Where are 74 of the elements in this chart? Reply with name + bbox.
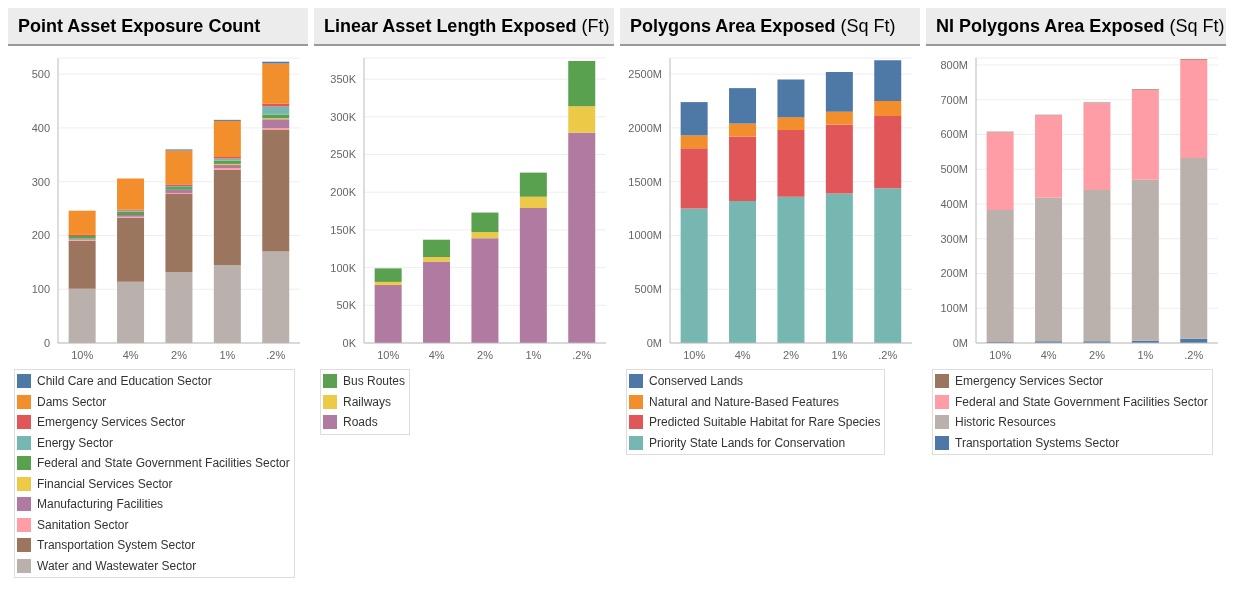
x-tick-label: 4% <box>1040 348 1057 361</box>
legend-label: Dams Sector <box>36 393 108 411</box>
y-tick-label: 1500M <box>628 175 662 188</box>
y-tick-label: 400 <box>31 121 50 134</box>
chart-title: Polygons Area Exposed (Sq Ft) <box>630 15 896 36</box>
legend-label: Transportation System Sector <box>36 537 197 555</box>
x-tick-label: 10% <box>989 348 1012 361</box>
legend-label: Federal and State Government Facilities Sector <box>954 393 1208 411</box>
legend-label: Emergency Services Sector <box>36 414 187 432</box>
y-tick-label: 50K <box>336 299 357 312</box>
y-tick-label: 300M <box>940 232 968 245</box>
x-tick-label: .2% <box>266 348 286 361</box>
legend-label: Predicted Suitable Habitat for Rare Species <box>648 414 881 432</box>
x-tick-label: 4% <box>428 348 445 361</box>
x-tick-label: 2% <box>477 348 494 361</box>
legend-label: Federal and State Government Facilities Sector <box>36 455 290 473</box>
legend-label: Priority State Lands for Conservation <box>648 434 847 452</box>
x-tick-label: 1% <box>219 348 236 361</box>
x-tick-label: .2% <box>878 348 898 361</box>
legend-label: Railways <box>342 393 392 411</box>
y-tick-label: 600M <box>940 128 968 141</box>
x-tick-label: .2% <box>1184 348 1204 361</box>
x-tick-label: 10% <box>683 348 706 361</box>
x-tick-label: 1% <box>831 348 848 361</box>
chart-title: Point Asset Exposure Count <box>18 15 261 37</box>
x-tick-label: 2% <box>171 348 188 361</box>
legend-label: Conserved Lands <box>648 373 745 391</box>
y-tick-label: 300K <box>330 110 357 123</box>
y-tick-label: 150K <box>330 223 357 236</box>
x-tick-label: 2% <box>1089 348 1106 361</box>
y-tick-label: 250K <box>330 148 357 161</box>
y-tick-label: 500M <box>634 283 662 296</box>
chart-title: NI Polygons Area Exposed (Sq Ft) <box>936 15 1225 36</box>
y-tick-label: 100K <box>330 261 357 274</box>
legend-label: Roads <box>342 414 379 432</box>
y-tick-label: 0M <box>646 336 662 349</box>
y-tick-label: 700M <box>940 93 968 106</box>
chart-title: Linear Asset Length Exposed (Ft) <box>324 15 610 36</box>
y-tick-label: 200K <box>330 186 357 199</box>
x-tick-label: 10% <box>71 348 94 361</box>
y-tick-label: 500M <box>940 163 968 176</box>
y-tick-label: 200 <box>31 229 50 242</box>
legend-label: Transportation Systems Sector <box>954 434 1121 452</box>
legend-label: Bus Routes <box>342 373 406 391</box>
legend-label: Energy Sector <box>36 434 115 452</box>
y-tick-label: 2000M <box>628 121 662 134</box>
legend-label: Sanitation Sector <box>36 516 130 534</box>
y-tick-label: 1000M <box>628 229 662 242</box>
legend-label: Water and Wastewater Sector <box>36 557 198 575</box>
y-tick-label: 500 <box>31 68 50 81</box>
y-tick-label: 200M <box>940 267 968 280</box>
x-tick-label: 2% <box>783 348 800 361</box>
y-tick-label: 0M <box>952 336 968 349</box>
y-tick-label: 2500M <box>628 68 662 81</box>
legend-label: Financial Services Sector <box>36 475 174 493</box>
y-tick-label: 0K <box>342 336 357 349</box>
legend-label: Natural and Nature-Based Features <box>648 393 841 411</box>
legend-label: Manufacturing Facilities <box>36 496 165 514</box>
y-tick-label: 400M <box>940 197 968 210</box>
y-tick-label: 100M <box>940 302 968 315</box>
y-tick-label: 0 <box>43 336 50 349</box>
x-tick-label: 4% <box>122 348 139 361</box>
x-tick-label: .2% <box>572 348 592 361</box>
x-tick-label: 1% <box>1137 348 1154 361</box>
legend-label: Historic Resources <box>954 414 1057 432</box>
y-tick-label: 300 <box>31 175 50 188</box>
x-tick-label: 4% <box>734 348 751 361</box>
legend-label: Emergency Services Sector <box>954 373 1105 391</box>
y-tick-label: 350K <box>330 73 357 86</box>
x-tick-label: 10% <box>377 348 400 361</box>
y-tick-label: 100 <box>31 283 50 296</box>
x-tick-label: 1% <box>525 348 542 361</box>
legend-label: Child Care and Education Sector <box>36 373 213 391</box>
y-tick-label: 800M <box>940 58 968 71</box>
